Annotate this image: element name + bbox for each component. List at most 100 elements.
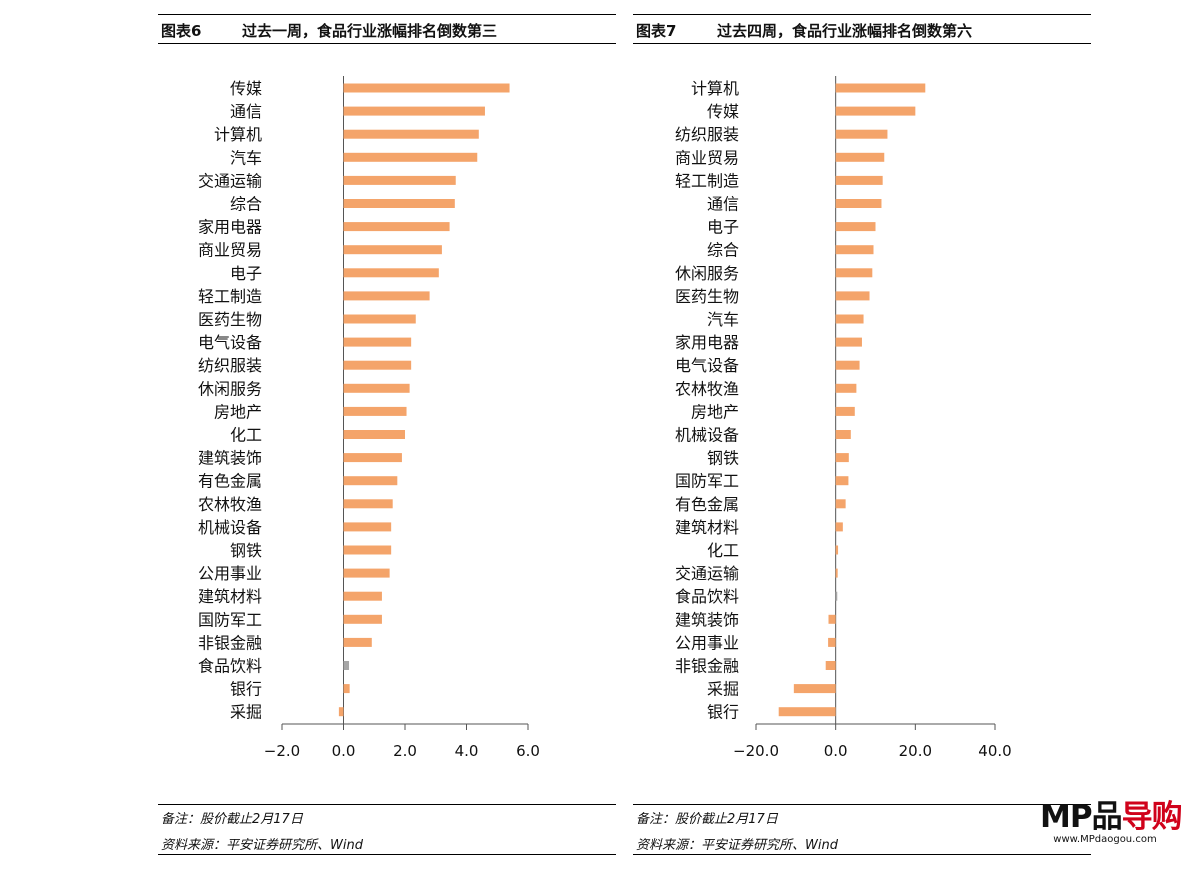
category-label: 电气设备 bbox=[675, 356, 739, 375]
footer-divider-bottom bbox=[158, 854, 616, 855]
category-label: 建筑材料 bbox=[198, 587, 262, 606]
bar bbox=[343, 661, 350, 670]
x-tick-label: 6.0 bbox=[516, 742, 540, 760]
category-label: 计算机 bbox=[691, 79, 739, 98]
category-label: 采掘 bbox=[230, 703, 262, 722]
bar bbox=[835, 360, 860, 370]
category-label: 通信 bbox=[707, 195, 739, 214]
bar bbox=[343, 614, 382, 624]
bar bbox=[343, 129, 479, 139]
bar bbox=[343, 499, 393, 509]
watermark-url: www.MPdaogou.com bbox=[1053, 834, 1157, 845]
category-label: 综合 bbox=[707, 241, 739, 260]
bar bbox=[343, 637, 372, 647]
footer-source: 资料来源：平安证券研究所、Wind bbox=[161, 838, 363, 853]
category-label: 公用事业 bbox=[198, 564, 262, 583]
x-tick-label: 0.0 bbox=[332, 742, 356, 760]
bar bbox=[778, 707, 836, 717]
bar bbox=[835, 83, 926, 93]
bar bbox=[343, 383, 410, 393]
footer-divider bbox=[633, 804, 1091, 805]
bar bbox=[343, 245, 442, 255]
bar bbox=[835, 499, 846, 509]
bar bbox=[828, 637, 836, 647]
bar bbox=[835, 337, 862, 347]
watermark-logo: MP品导购 www.MPdaogou.com bbox=[1040, 799, 1183, 852]
bar bbox=[793, 684, 836, 694]
category-label: 家用电器 bbox=[675, 333, 739, 352]
bar bbox=[343, 83, 510, 93]
bar bbox=[835, 245, 874, 255]
category-label: 建筑材料 bbox=[675, 518, 739, 537]
bar bbox=[835, 522, 843, 532]
x-tick-label: −20.0 bbox=[733, 742, 779, 760]
category-label: 食品饮料 bbox=[675, 587, 739, 606]
category-label: 化工 bbox=[230, 426, 262, 445]
category-label: 有色金属 bbox=[675, 495, 739, 514]
category-label: 纺织服装 bbox=[198, 356, 262, 375]
category-label: 农林牧渔 bbox=[198, 495, 262, 514]
category-label: 传媒 bbox=[707, 102, 739, 121]
bar bbox=[343, 591, 382, 601]
category-label: 休闲服务 bbox=[675, 264, 739, 283]
category-label: 钢铁 bbox=[707, 449, 739, 468]
bar bbox=[835, 199, 882, 208]
x-tick-label: 20.0 bbox=[899, 742, 932, 760]
bar bbox=[343, 222, 450, 232]
figure-number: 图表6 bbox=[161, 22, 202, 40]
chart-panel-four-weeks: 图表7 过去四周，食品行业涨幅排名倒数第六 −20.0 0.0 20.0 40.0 计算… bbox=[633, 0, 1091, 872]
category-label: 医药生物 bbox=[675, 287, 739, 306]
bar bbox=[343, 568, 390, 578]
bar bbox=[835, 545, 839, 555]
bar bbox=[828, 614, 836, 624]
x-tick-label: 4.0 bbox=[455, 742, 479, 760]
category-label: 建筑装饰 bbox=[675, 610, 739, 629]
footer-divider bbox=[158, 804, 616, 805]
bar bbox=[835, 175, 883, 185]
bar bbox=[343, 314, 416, 324]
figure-header: 图表7 过去四周，食品行业涨幅排名倒数第六 bbox=[633, 14, 1091, 44]
figure-header: 图表6 过去一周，食品行业涨幅排名倒数第三 bbox=[158, 14, 616, 44]
category-label: 钢铁 bbox=[230, 541, 262, 560]
category-label: 建筑装饰 bbox=[198, 449, 262, 468]
category-label: 交通运输 bbox=[198, 171, 262, 190]
category-label: 食品饮料 bbox=[198, 657, 262, 676]
footer-note: 备注：股价截止2月17日 bbox=[636, 812, 778, 827]
bar bbox=[835, 152, 885, 162]
footer-source: 资料来源：平安证券研究所、Wind bbox=[636, 838, 838, 853]
bar bbox=[835, 568, 838, 578]
category-label: 国防军工 bbox=[198, 610, 262, 629]
category-label: 汽车 bbox=[230, 148, 262, 167]
bar bbox=[343, 268, 439, 278]
bar bbox=[338, 707, 344, 717]
footer-note: 备注：股价截止2月17日 bbox=[161, 812, 303, 827]
figure-title: 过去一周，食品行业涨幅排名倒数第三 bbox=[242, 22, 498, 40]
category-label: 轻工制造 bbox=[675, 171, 739, 190]
bar bbox=[343, 175, 456, 185]
bar bbox=[343, 199, 455, 208]
category-label: 轻工制造 bbox=[198, 287, 262, 306]
watermark-brand: MP品导购 bbox=[1040, 799, 1183, 835]
category-label: 采掘 bbox=[707, 680, 739, 699]
bar bbox=[835, 383, 857, 393]
bar bbox=[835, 406, 855, 416]
footer-divider-bottom bbox=[633, 854, 1091, 855]
bar bbox=[835, 430, 851, 439]
bar bbox=[343, 291, 430, 301]
bar bbox=[835, 476, 849, 486]
bar bbox=[835, 291, 870, 301]
figure-number: 图表7 bbox=[636, 22, 677, 40]
category-label: 房地产 bbox=[691, 402, 739, 421]
category-label: 商业贸易 bbox=[675, 148, 739, 167]
bar bbox=[835, 222, 876, 232]
bar bbox=[343, 684, 350, 694]
bar bbox=[343, 360, 412, 370]
category-label: 医药生物 bbox=[198, 310, 262, 329]
bar bbox=[343, 106, 485, 116]
bar bbox=[835, 591, 838, 601]
category-label: 非银金融 bbox=[675, 657, 739, 676]
category-label: 休闲服务 bbox=[198, 379, 262, 398]
category-label: 汽车 bbox=[707, 310, 739, 329]
category-label: 公用事业 bbox=[675, 633, 739, 652]
bar-chart-week: −2.0 0.0 2.0 4.0 6.0 传媒通信计算机汽车交通运输综合家用电器商业贸易电… bbox=[198, 76, 540, 760]
